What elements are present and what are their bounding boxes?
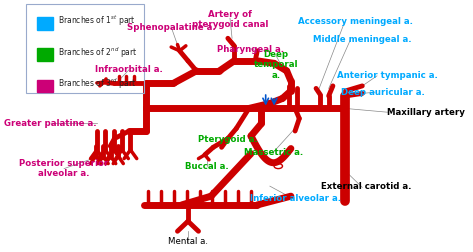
Text: Branches of 3$^{rd}$ part: Branches of 3$^{rd}$ part (58, 77, 136, 91)
Text: Massetric a.: Massetric a. (245, 148, 304, 157)
Text: External carotid a.: External carotid a. (321, 182, 412, 191)
Text: Branches of 1$^{st}$ part: Branches of 1$^{st}$ part (58, 14, 136, 28)
Text: Pterygoid a.: Pterygoid a. (198, 135, 258, 144)
Text: Deep
temporal
a.: Deep temporal a. (254, 50, 298, 79)
Text: Sphenopalatine a.: Sphenopalatine a. (127, 22, 216, 32)
Bar (37, 80, 53, 92)
Text: Infraorbital a.: Infraorbital a. (95, 65, 163, 74)
Text: Anterior tympanic a.: Anterior tympanic a. (337, 71, 438, 80)
Text: Posterior superior
alveolar a.: Posterior superior alveolar a. (19, 159, 109, 178)
Text: Inferior alveolar a.: Inferior alveolar a. (250, 194, 341, 203)
Text: Artery of
pterygoid canal: Artery of pterygoid canal (192, 10, 268, 29)
Text: Pharyngeal a.: Pharyngeal a. (218, 45, 285, 54)
Text: Accessory meningeal a.: Accessory meningeal a. (298, 17, 413, 26)
Text: Mental a.: Mental a. (168, 237, 208, 246)
Text: Buccal a.: Buccal a. (185, 162, 229, 171)
Text: Greater palatine a.: Greater palatine a. (4, 119, 97, 128)
Bar (37, 48, 53, 61)
Text: Deep auricular a.: Deep auricular a. (342, 88, 425, 97)
Bar (26, 5, 144, 93)
Bar (37, 17, 53, 29)
Text: Middle meningeal a.: Middle meningeal a. (313, 35, 412, 44)
Text: Branches of 2$^{nd}$ part: Branches of 2$^{nd}$ part (58, 45, 138, 60)
Text: Maxillary artery: Maxillary artery (387, 108, 465, 117)
